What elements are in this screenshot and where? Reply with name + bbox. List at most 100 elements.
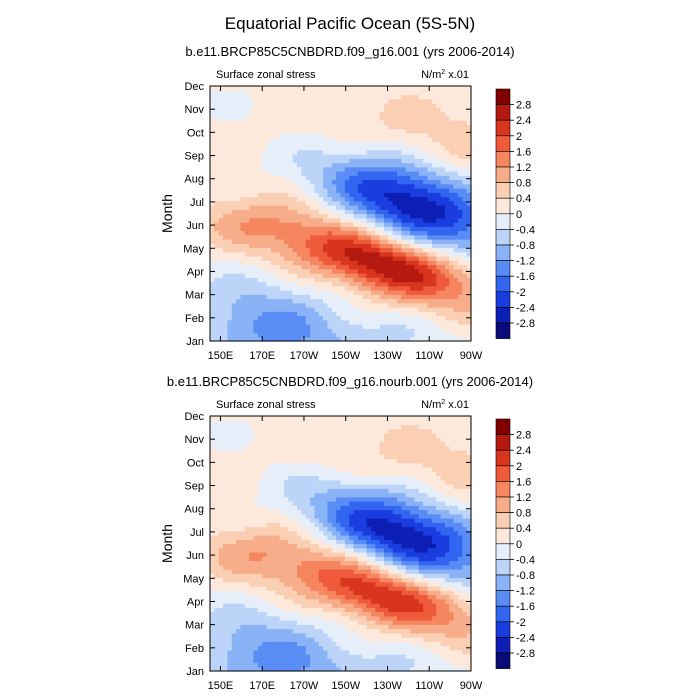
heatmap-cell [357,222,363,227]
heatmap-cell [331,145,337,151]
heatmap-cell [240,192,246,198]
heatmap-cell [466,162,472,168]
heatmap-cell [210,196,215,202]
heatmap-cell [270,332,276,338]
heatmap-cell [310,149,315,155]
heatmap-cell [357,179,363,185]
heatmap-cell [283,611,289,617]
heatmap-cell [231,145,237,151]
heatmap-cell [414,90,420,96]
heatmap-cell [331,154,337,159]
heatmap-cell [349,94,355,100]
heatmap-cell [444,285,450,291]
heatmap-cell [323,230,329,236]
heatmap-cell [340,294,346,300]
heatmap-cell [218,166,224,172]
heatmap-cell [214,234,220,240]
heatmap-cell [236,175,242,181]
heatmap-cell [292,620,298,625]
heatmap-cell [270,86,276,91]
heatmap-cell [418,607,424,613]
heatmap-cell [375,586,381,591]
heatmap-cell [210,298,215,304]
heatmap-cell [436,607,442,613]
heatmap-cell [397,662,402,668]
heatmap-cell [240,213,246,219]
heatmap-cell [462,311,468,317]
y-tick-label: May [183,243,204,255]
heatmap-cell [301,586,307,591]
y-tick-label: Jul [190,197,204,209]
heatmap-cell [301,632,307,638]
heatmap-cell [244,277,250,283]
heatmap-cell [418,200,424,206]
heatmap-cell [240,209,246,215]
heatmap-cell [262,115,268,121]
heatmap-cell [444,192,450,198]
heatmap-cell [362,628,368,634]
heatmap-cell [301,590,307,596]
heatmap-cell [431,332,437,338]
heatmap-cell [240,598,246,604]
heatmap-cell [410,196,416,202]
heatmap-cell [240,607,246,613]
heatmap-cell [292,192,298,198]
heatmap-cell [375,213,381,219]
heatmap-cell [349,149,355,155]
heatmap-cell [314,581,320,587]
heatmap-cell [449,86,455,91]
heatmap-cell [244,149,250,155]
heatmap-cell [249,285,255,291]
heatmap-cell [218,632,224,638]
heatmap-cell [262,641,268,647]
heatmap-cell [214,336,220,342]
heatmap-cell [423,256,429,261]
heatmap-cell [366,603,372,608]
heatmap-cell [410,632,416,638]
heatmap-cell [436,205,442,210]
heatmap-cell [405,175,411,181]
heatmap-cell [457,90,463,96]
heatmap-cell [440,213,446,219]
heatmap-cell [214,611,220,617]
heatmap-cell [362,302,368,308]
heatmap-cell [353,234,359,240]
heatmap-cell [340,607,346,613]
heatmap-cell [444,90,450,96]
heatmap-cell [357,158,363,164]
heatmap-cell [401,324,407,329]
heatmap-cell [462,641,468,647]
heatmap-cell [405,107,411,113]
heatmap-cell [210,213,215,219]
heatmap-cell [288,654,294,659]
heatmap-cell [410,285,416,291]
heatmap-cell [297,324,302,329]
heatmap-cell [362,666,368,672]
heatmap-cell [227,247,233,253]
heatmap-cell [388,183,394,189]
heatmap-cell [279,205,285,210]
heatmap-cell [375,90,381,96]
heatmap-cell [323,179,329,185]
heatmap-cell [336,256,342,261]
heatmap-cell [223,336,228,342]
heatmap-cell [340,598,346,604]
heatmap-cell [231,234,237,240]
heatmap-cell [431,200,437,206]
heatmap-cell [375,175,381,181]
heatmap-cell [375,298,381,304]
heatmap-cell [240,281,246,287]
heatmap-cell [379,268,385,274]
heatmap-cell [453,175,459,181]
heatmap-cell [244,290,250,295]
heatmap-cell [223,590,228,596]
heatmap-cell [227,260,233,266]
heatmap-cell [227,311,233,317]
heatmap-cell [375,281,381,287]
heatmap-cell [310,624,315,630]
heatmap-cell [253,637,259,642]
heatmap-cell [253,281,259,287]
heatmap-cell [279,281,285,287]
heatmap-cell [444,658,450,664]
heatmap-cell [362,307,368,312]
